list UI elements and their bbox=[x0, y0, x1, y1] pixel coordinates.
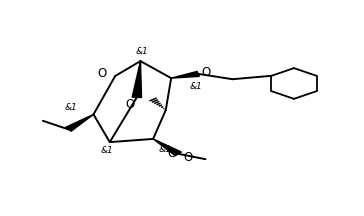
Text: O: O bbox=[202, 66, 211, 79]
Text: &1: &1 bbox=[136, 47, 149, 56]
Polygon shape bbox=[171, 71, 199, 78]
Text: &1: &1 bbox=[158, 145, 171, 154]
Text: &1: &1 bbox=[64, 103, 77, 113]
Text: &1: &1 bbox=[101, 146, 114, 155]
Polygon shape bbox=[65, 114, 94, 131]
Text: O: O bbox=[183, 151, 192, 164]
Text: &1: &1 bbox=[189, 82, 202, 91]
Text: O: O bbox=[97, 67, 106, 80]
Polygon shape bbox=[132, 61, 142, 97]
Polygon shape bbox=[153, 139, 181, 156]
Text: O: O bbox=[167, 147, 177, 160]
Text: O: O bbox=[126, 98, 135, 111]
